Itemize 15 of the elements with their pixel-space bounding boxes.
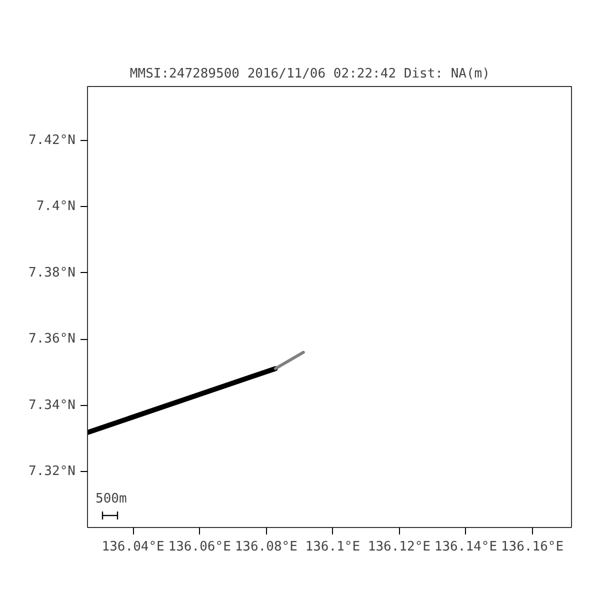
- y-tick-label: 7.42°N: [28, 132, 76, 148]
- x-tick-label: 136.08°E: [234, 540, 298, 554]
- x-tick-label: 136.12°E: [368, 540, 431, 554]
- x-tick-label: 136.14°E: [434, 540, 498, 554]
- x-tick-label: 136.16°E: [500, 540, 564, 554]
- chart-title: MMSI:247289500 2016/11/06 02:22:42 Dist: NA(m): [130, 66, 490, 82]
- x-tick-label: 136.04°E: [102, 540, 164, 554]
- y-tick-label: 7.36°N: [28, 332, 76, 347]
- y-tick-label: 7.32°N: [28, 464, 76, 480]
- x-tick-label: 136.06°E: [168, 540, 231, 554]
- annotation: 500m: [96, 492, 127, 506]
- y-tick-label: 7.4°N: [36, 199, 76, 214]
- y-tick-label: 7.34°N: [28, 398, 76, 413]
- y-tick-label: 7.38°N: [28, 265, 76, 280]
- x-tick-label: 136.1°E: [305, 540, 360, 554]
